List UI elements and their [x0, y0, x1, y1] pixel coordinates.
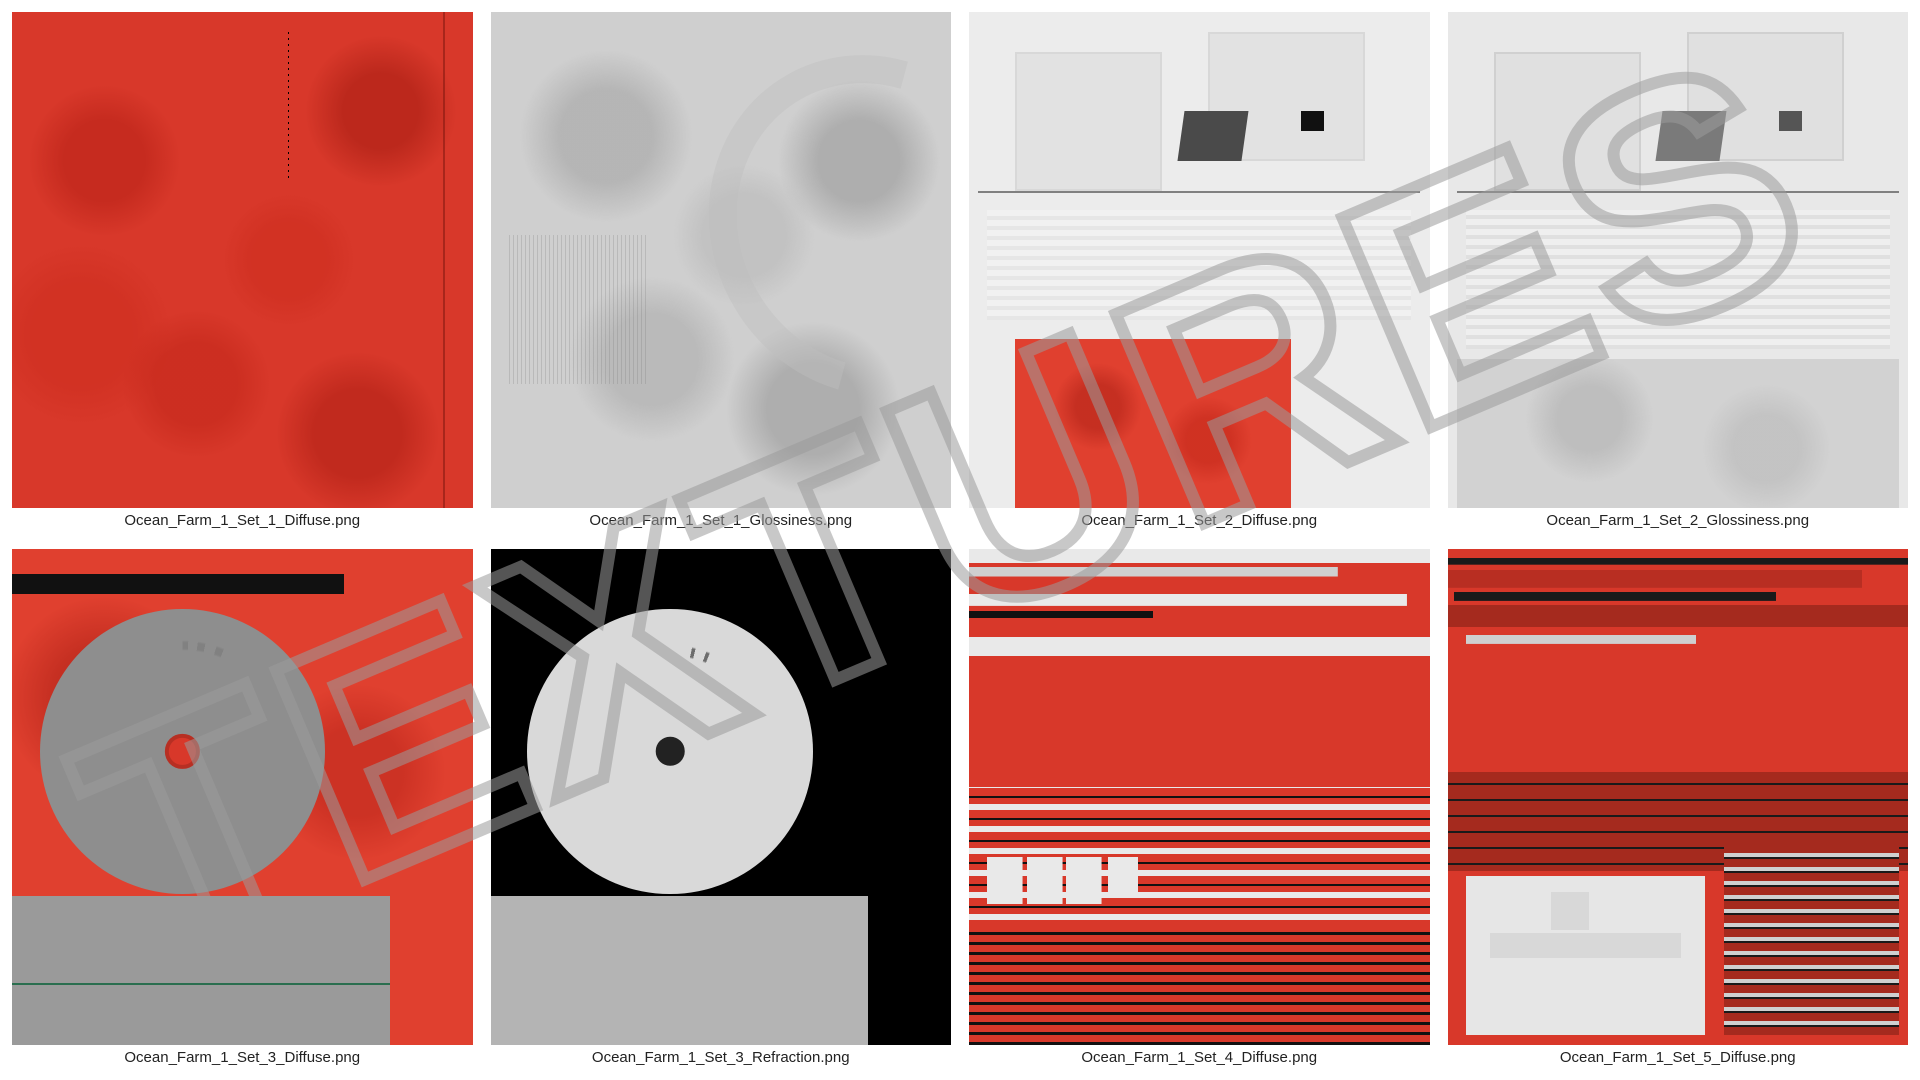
thumb-cell: Ocean_Farm_1_Set_1_Glossiness.png: [491, 12, 952, 531]
thumb-caption: Ocean_Farm_1_Set_3_Refraction.png: [592, 1048, 850, 1068]
thumb-caption: Ocean_Farm_1_Set_2_Glossiness.png: [1546, 511, 1809, 531]
thumb-cell: Ocean_Farm_1_Set_2_Diffuse.png: [969, 12, 1430, 531]
thumb-cell: Ocean_Farm_1_Set_5_Diffuse.png: [1448, 549, 1909, 1068]
texture-thumb[interactable]: [1448, 12, 1909, 508]
thumb-caption: Ocean_Farm_1_Set_5_Diffuse.png: [1560, 1048, 1796, 1068]
texture-thumb[interactable]: [491, 549, 952, 1045]
thumb-cell: Ocean_Farm_1_Set_2_Glossiness.png: [1448, 12, 1909, 531]
texture-thumb[interactable]: [1448, 549, 1909, 1045]
thumb-cell: Ocean_Farm_1_Set_1_Diffuse.png: [12, 12, 473, 531]
thumb-caption: Ocean_Farm_1_Set_4_Diffuse.png: [1081, 1048, 1317, 1068]
thumb-cell: Ocean_Farm_1_Set_3_Refraction.png: [491, 549, 952, 1068]
texture-thumb[interactable]: [12, 549, 473, 1045]
texture-thumb[interactable]: [969, 12, 1430, 508]
texture-thumb[interactable]: [969, 549, 1430, 1045]
thumb-caption: Ocean_Farm_1_Set_3_Diffuse.png: [124, 1048, 360, 1068]
texture-thumb[interactable]: [12, 12, 473, 508]
thumb-cell: Ocean_Farm_1_Set_3_Diffuse.png: [12, 549, 473, 1068]
thumbnail-grid: Ocean_Farm_1_Set_1_Diffuse.png Ocean_Far…: [0, 0, 1920, 1080]
thumb-caption: Ocean_Farm_1_Set_1_Glossiness.png: [589, 511, 852, 531]
texture-thumb[interactable]: [491, 12, 952, 508]
thumb-caption: Ocean_Farm_1_Set_1_Diffuse.png: [124, 511, 360, 531]
thumb-cell: Ocean_Farm_1_Set_4_Diffuse.png: [969, 549, 1430, 1068]
thumb-caption: Ocean_Farm_1_Set_2_Diffuse.png: [1081, 511, 1317, 531]
